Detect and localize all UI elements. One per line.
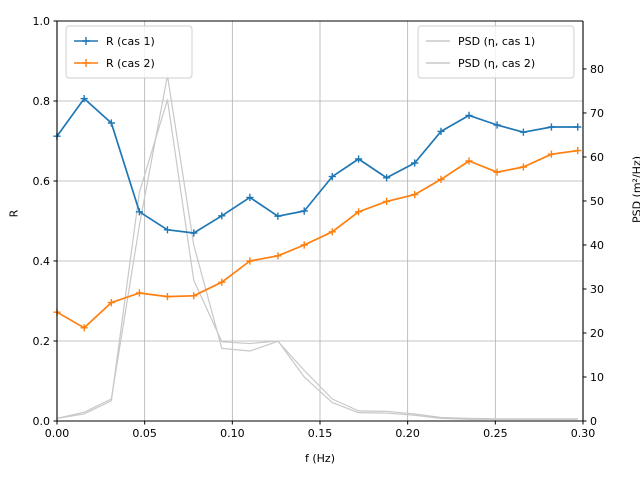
data-point-marker [383,174,391,182]
data-point-marker [135,289,144,297]
data-point-marker [135,208,144,216]
y-tick-label-right: 60 [590,151,604,164]
data-point-marker [493,121,501,129]
series-line [56,149,578,329]
series-line [56,97,578,234]
y-tick-label-left: 0.6 [33,175,51,188]
data-point-marker [547,123,556,131]
data-point-marker [80,95,88,103]
y-tick-label-right: 0 [590,415,597,428]
x-tick-label: 0.05 [132,427,157,440]
data-point-marker [519,128,527,136]
data-point-marker [354,155,363,163]
legend-box [65,25,193,79]
y-tick-label-right: 10 [590,371,604,384]
data-point-marker [218,278,226,286]
legend-box [417,25,575,79]
legend-marker [82,59,90,67]
x-tick-label: 0.25 [483,427,508,440]
y-axis-label-left: R [7,209,21,218]
y-tick-label-right: 70 [590,107,604,120]
series-2 [53,147,582,332]
data-point-marker [274,212,282,220]
data-point-marker [328,228,336,236]
legend-marker [82,37,90,45]
data-point-marker [383,197,391,205]
series-4 [56,99,578,420]
data-point-marker [437,127,445,135]
legend-label: R (cas 2) [106,57,155,70]
data-point-marker [163,226,172,234]
y-tick-label-left: 0.8 [33,95,51,108]
data-point-marker [411,191,419,199]
legend-label: R (cas 1) [106,35,155,48]
data-point-marker [493,168,501,176]
series-line [56,99,578,420]
y-tick-label-right: 20 [590,327,604,340]
data-point-marker [274,252,282,260]
y-tick-label-right: 40 [590,239,604,252]
data-point-marker [246,257,254,265]
x-tick-label: 0.10 [220,427,245,440]
y-tick-label-left: 1.0 [33,15,51,28]
data-point-marker [190,229,198,237]
x-tick-label: 0.20 [395,427,420,440]
legend-label: PSD (η, cas 1) [458,35,535,48]
y-tick-label-right: 80 [590,63,604,76]
data-point-marker [107,299,115,307]
y-tick-label-left: 0.0 [33,415,51,428]
data-point-marker [465,111,473,119]
legend-left[interactable]: R (cas 1) R (cas 2) [65,25,193,79]
data-point-marker [465,157,473,165]
data-point-marker [354,208,363,216]
y-axis-label-right: PSD (m²/Hz) [630,155,640,224]
y-tick-label-right: 30 [590,283,604,296]
x-tick-label: 0.00 [45,427,70,440]
x-tick-label: 0.15 [308,427,333,440]
series-1 [53,95,582,237]
legend-right[interactable]: PSD (η, cas 1) PSD (η, cas 2) [417,25,575,79]
data-point-marker [519,163,527,171]
y-tick-label-left: 0.4 [33,255,51,268]
series-line [56,74,578,420]
x-tick-label: 0.30 [571,427,596,440]
data-point-marker [328,173,336,181]
data-point-marker [80,324,88,332]
data-point-marker [246,193,254,201]
data-point-marker [411,159,419,167]
data-point-marker [437,175,445,183]
y-tick-label-left: 0.2 [33,335,51,348]
y-tick-label-right: 50 [590,195,604,208]
legend-label: PSD (η, cas 2) [458,57,535,70]
data-point-marker [190,292,198,300]
data-point-marker [107,119,115,127]
data-point-marker [163,293,172,301]
data-point-marker [574,123,582,131]
series-3 [56,74,578,420]
data-point-marker [218,212,226,220]
data-point-marker [300,207,308,215]
tick-marks: 0.00 0.05 0.10 0.15 0.20 0.25 0.30 0.0 0.2 0.4 0.6… [33,15,605,440]
data-point-marker [300,241,308,249]
x-axis-label: f (Hz) [305,452,335,465]
data-point-marker [574,147,582,155]
data-point-marker [547,150,556,158]
